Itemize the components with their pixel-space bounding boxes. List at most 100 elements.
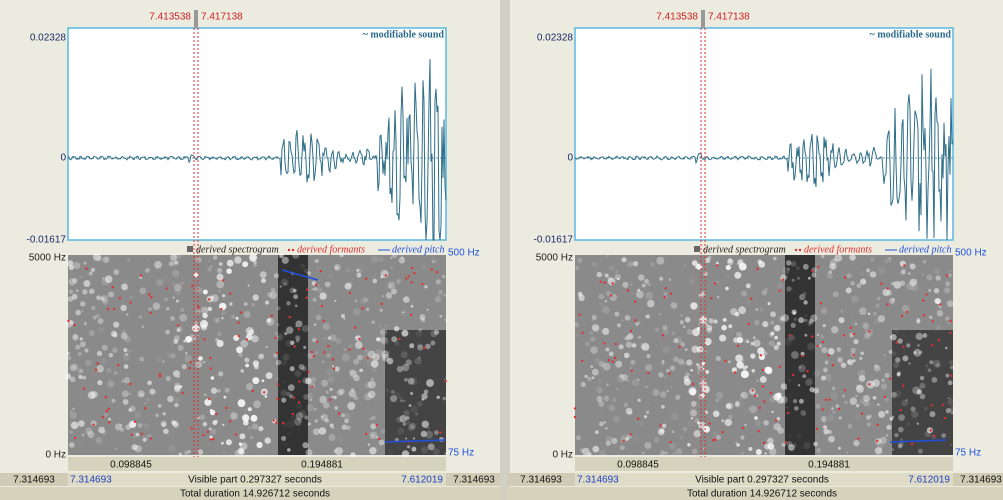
spectrogram-speckle (66, 310, 72, 316)
spectrogram-speckle (404, 377, 408, 382)
spectrogram-speckle (630, 360, 636, 365)
spectrogram-speckle (617, 323, 621, 328)
spectrogram-speckle (933, 288, 940, 294)
spectrogram-speckle (96, 295, 101, 301)
spectrogram-speckle (683, 375, 689, 382)
spectrogram-speckle (85, 427, 93, 435)
spectrogram-speckle (367, 390, 376, 399)
spectrogram-speckle (275, 333, 284, 341)
spectrogram-speckle (378, 439, 385, 446)
spectrogram-speckle (72, 363, 79, 370)
spectrogram-speckle (811, 272, 817, 278)
formant-dot (922, 314, 925, 317)
spectrogram-speckle (799, 296, 802, 299)
formant-dot (276, 397, 279, 401)
spectrogram-speckle (388, 284, 393, 288)
formant-dot (714, 438, 717, 441)
spectrogram-speckle (217, 389, 221, 393)
total-row (0, 487, 500, 500)
spectrogram-speckle (764, 366, 771, 374)
spectrogram-speckle (378, 256, 384, 262)
spectrogram-speckle (670, 386, 673, 389)
spectrogram-speckle (623, 402, 629, 408)
spectrogram-speckle (237, 399, 246, 408)
formant-dot (664, 287, 667, 290)
spectrogram-speckle (627, 333, 634, 340)
spectrogram-speckle (916, 317, 921, 322)
spectrogram-speckle (75, 309, 81, 316)
formant-dot (860, 412, 864, 415)
spectrogram-speckle (735, 402, 740, 408)
spectrogram-speckle (877, 266, 886, 275)
spectrogram-speckle (653, 437, 660, 443)
spectrogram-speckle (931, 254, 934, 257)
spectrogram-speckle (358, 264, 365, 271)
legend-formant-dot (794, 248, 798, 252)
spectrogram-speckle (637, 378, 640, 381)
spectrogram-speckle (314, 259, 319, 263)
segment-right: 0.194881 (301, 460, 343, 471)
spectrogram-speckle (385, 292, 393, 299)
spectrogram-speckle (804, 333, 808, 337)
spectrogram-speckle (69, 364, 77, 372)
spectrogram-speckle (675, 448, 683, 455)
spectrogram-speckle (863, 324, 867, 328)
spectrogram-speckle (769, 395, 776, 403)
formant-dot (413, 272, 416, 275)
formant-dot (405, 277, 408, 280)
spectrogram-speckle (636, 439, 639, 442)
spectrogram-speckle (625, 437, 629, 441)
spectrogram-speckle (96, 350, 103, 357)
formant-dot (949, 331, 952, 335)
spectrogram-speckle (112, 332, 118, 338)
spectrogram-speckle (825, 373, 832, 380)
spectrogram-speckle (740, 391, 749, 399)
spectrogram-speckle (615, 270, 619, 274)
spectrogram-speckle (582, 447, 590, 456)
spectrogram-speckle (147, 380, 152, 386)
formant-dot (430, 268, 433, 271)
spectrogram-speckle (438, 289, 443, 295)
spectrogram-speckle (294, 417, 302, 426)
cursor-start: 7.413538 (149, 12, 191, 23)
spectrogram-speckle (816, 333, 820, 337)
spectrogram-speckle (647, 299, 655, 308)
formant-dot (131, 433, 134, 436)
formant-dot (843, 276, 847, 279)
spectrogram-speckle (788, 444, 795, 451)
spectrogram-speckle (938, 304, 942, 309)
spectrogram-speckle (305, 449, 313, 457)
spectrogram-speckle (355, 341, 363, 349)
spectrogram-speckle (737, 337, 744, 344)
spectrogram-speckle (421, 393, 428, 400)
spectrogram-speckle (767, 341, 772, 345)
spectrogram-speckle (637, 321, 641, 325)
spectrogram-speckle (265, 372, 273, 380)
spectrogram-speckle (652, 389, 660, 396)
spectrogram-speckle (412, 437, 416, 440)
spectrogram-speckle (145, 267, 151, 273)
spectrogram-speckle (216, 339, 224, 348)
formant-dot (229, 420, 232, 423)
spectrogram-speckle (113, 371, 118, 375)
formant-dot (816, 344, 819, 348)
spectrogram-speckle (630, 283, 633, 286)
spectrogram-speckle (401, 256, 404, 259)
spectrogram-speckle (320, 414, 328, 422)
spectrogram-speckle (692, 328, 700, 337)
spectrogram-speckle (691, 260, 698, 266)
spectrogram-speckle (892, 415, 895, 418)
spectrogram-speckle (131, 350, 138, 357)
formant-dot (761, 368, 765, 372)
spectrogram-speckle (662, 325, 668, 331)
formant-dot (573, 415, 577, 419)
formant-dot (910, 442, 914, 446)
bottom-row-visible (68, 473, 446, 486)
spectrogram-speckle (721, 409, 726, 414)
spectrogram-speckle (947, 321, 951, 325)
spectrogram-speckle (225, 439, 232, 446)
formant-dot (736, 344, 740, 347)
spectrogram-speckle (123, 377, 130, 384)
formant-dot (118, 296, 122, 300)
spectrogram-speckle (762, 321, 769, 328)
